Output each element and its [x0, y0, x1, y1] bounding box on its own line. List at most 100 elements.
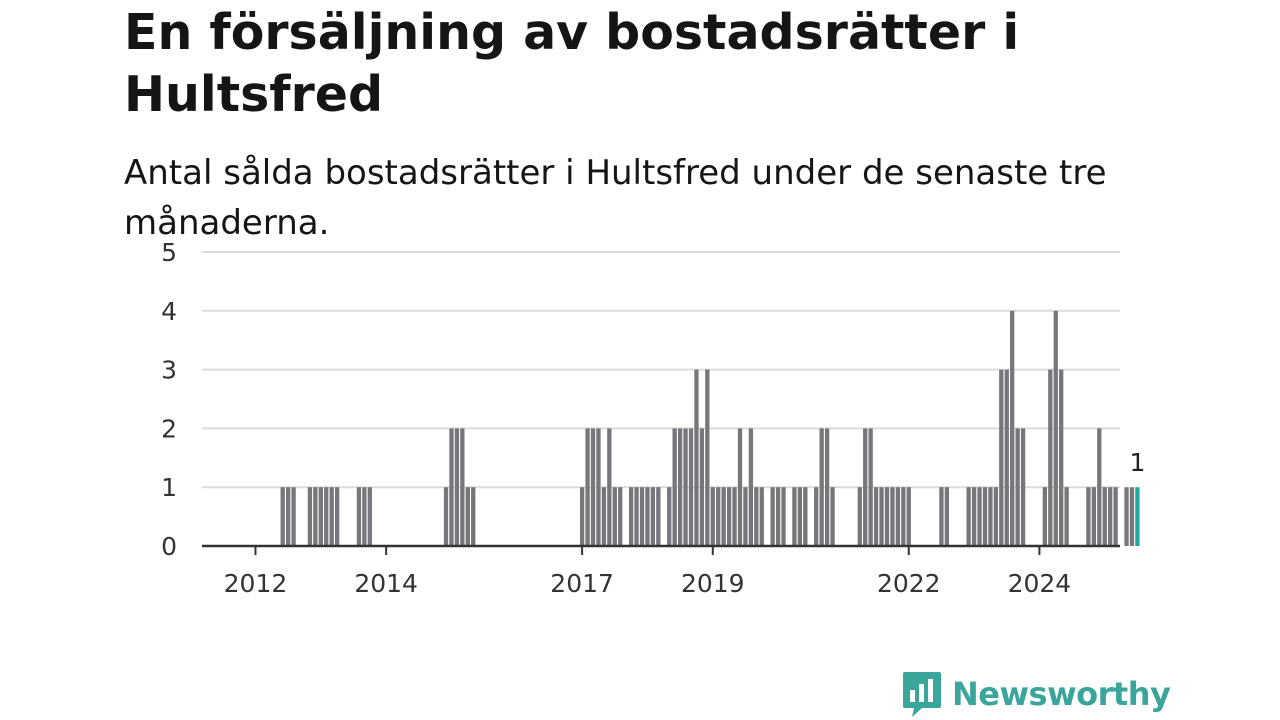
- bar: [318, 487, 323, 546]
- bar: [286, 487, 291, 546]
- bar: [612, 487, 617, 546]
- chart-title: En försäljning av bostadsrätter i Hultsf…: [124, 4, 1020, 123]
- bar: [824, 428, 830, 546]
- value-labels: 1: [1129, 448, 1145, 477]
- bar: [988, 487, 993, 546]
- bar: [460, 428, 465, 546]
- bar: [645, 487, 650, 546]
- bar: [1086, 487, 1091, 546]
- bar: [1042, 487, 1048, 546]
- bar: [1064, 487, 1069, 546]
- bar: [618, 487, 623, 546]
- y-tick-label: 0: [161, 532, 177, 561]
- bar: [585, 428, 590, 546]
- x-tick-label: 2017: [550, 569, 614, 598]
- bar: [732, 487, 737, 546]
- bar: [781, 487, 786, 546]
- bar: [1102, 487, 1107, 546]
- bar: [607, 428, 612, 546]
- bar: [1048, 369, 1053, 546]
- bar-chart-speech-bubble-icon: [903, 672, 941, 717]
- bar: [819, 428, 824, 546]
- bar: [699, 428, 705, 546]
- bar: [313, 487, 318, 546]
- bar: [329, 487, 334, 546]
- bar: [993, 487, 999, 546]
- bar: [971, 487, 977, 546]
- bar: [797, 487, 803, 546]
- y-tick-label: 4: [161, 297, 177, 326]
- bar: [1053, 310, 1058, 546]
- bar: [1135, 487, 1140, 546]
- bar: [895, 487, 901, 546]
- gridlines: [202, 251, 1120, 489]
- bar: [634, 487, 639, 546]
- bar: [726, 487, 732, 546]
- bar: [754, 487, 759, 546]
- bar: [590, 428, 596, 546]
- bar: [814, 487, 819, 546]
- y-tick-label: 1: [161, 473, 177, 502]
- x-tick-label: 2022: [877, 569, 941, 598]
- bar: [650, 487, 656, 546]
- bar: [601, 487, 607, 546]
- bar: [694, 369, 699, 546]
- bar: [656, 487, 661, 546]
- bar: [966, 487, 971, 546]
- bar: [868, 428, 873, 546]
- bar: [596, 428, 601, 546]
- bar: [879, 487, 884, 546]
- bar: [830, 487, 835, 546]
- bar: [743, 487, 748, 546]
- x-axis-tick-labels: 2012 2014 2017 2019 2022 2024: [224, 569, 1072, 598]
- bar: [443, 487, 449, 546]
- bar: [367, 487, 372, 546]
- bar: [1091, 487, 1097, 546]
- bar: [1129, 487, 1135, 546]
- bar: [639, 487, 645, 546]
- bar: [334, 487, 340, 546]
- bar: [307, 487, 313, 546]
- bar: [792, 487, 797, 546]
- bar: [291, 487, 296, 546]
- bar: [803, 487, 808, 546]
- bar: [977, 487, 982, 546]
- bar: [884, 487, 890, 546]
- bar: [579, 487, 585, 546]
- chart-subtitle: Antal sålda bostadsrätter i Hultsfred un…: [124, 153, 1107, 243]
- bar: [280, 487, 285, 546]
- bar: [628, 487, 634, 546]
- y-tick-label: 5: [161, 238, 177, 267]
- bar: [672, 428, 677, 546]
- bar: [356, 487, 362, 546]
- bar: [775, 487, 781, 546]
- bar: [710, 487, 715, 546]
- bar: [857, 487, 862, 546]
- bar: [705, 369, 710, 546]
- bar: [465, 487, 470, 546]
- bar: [716, 487, 721, 546]
- bar: [737, 428, 743, 546]
- bar: [454, 428, 460, 546]
- bar: [770, 487, 775, 546]
- brand-name: Newsworthy: [952, 675, 1171, 713]
- bar: [1059, 369, 1064, 546]
- bars: [280, 310, 1140, 546]
- x-tick-label: 2024: [1008, 569, 1072, 598]
- x-axis: [202, 544, 1120, 555]
- y-tick-label: 3: [161, 356, 177, 385]
- bar: [944, 487, 950, 546]
- bar: [362, 487, 367, 546]
- bar: [1113, 487, 1118, 546]
- bar: [1010, 310, 1015, 546]
- x-tick-label: 2019: [681, 569, 745, 598]
- bar: [901, 487, 906, 546]
- bar: [1108, 487, 1113, 546]
- bar: [683, 428, 688, 546]
- bar: [721, 487, 726, 546]
- bar: [999, 369, 1004, 546]
- bar: [667, 487, 672, 546]
- bar: [906, 487, 911, 546]
- bar: [324, 487, 329, 546]
